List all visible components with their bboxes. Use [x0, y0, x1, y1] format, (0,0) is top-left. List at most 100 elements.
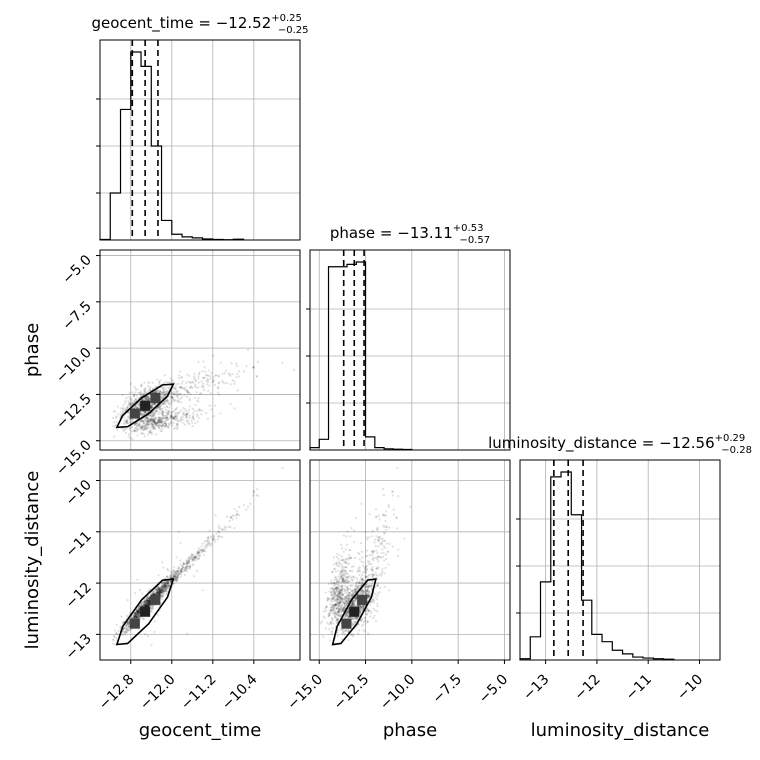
panel-frame [309, 249, 511, 451]
sample-point [355, 582, 358, 585]
sample-point [194, 378, 197, 381]
sample-point [169, 403, 172, 406]
sample-point [146, 418, 149, 421]
sample-point [180, 395, 184, 399]
sample-point [161, 413, 164, 416]
sample-point [153, 421, 156, 424]
sample-point [125, 421, 129, 424]
sample-point [172, 575, 175, 578]
sample-point [135, 394, 138, 397]
sample-point [136, 406, 139, 409]
sample-point [182, 562, 185, 566]
sample-point [164, 414, 167, 417]
x-tick-label: −7.5 [430, 672, 465, 707]
x-tick-label: −11.2 [178, 672, 220, 714]
sample-point [335, 606, 338, 609]
sample-point [168, 406, 171, 409]
sample-point [163, 416, 166, 420]
sample-point [185, 381, 188, 385]
sample-point [372, 550, 376, 553]
sample-point [144, 416, 148, 420]
sample-point [387, 589, 390, 592]
sample-point [145, 426, 148, 429]
sample-point [207, 374, 210, 377]
sample-point [340, 543, 343, 546]
sample-point [183, 569, 187, 573]
sample-point [119, 407, 122, 410]
sample-point [162, 401, 165, 404]
sample-point [179, 419, 182, 422]
sample-point [186, 395, 189, 398]
sample-point [167, 381, 170, 384]
sample-point [134, 406, 137, 409]
sample-point [396, 466, 399, 470]
sample-point [333, 588, 336, 592]
sample-point [347, 597, 350, 601]
sample-point [153, 423, 156, 426]
sample-point [131, 438, 134, 441]
sample-point [131, 402, 134, 405]
sample-point [153, 421, 156, 424]
sample-point [161, 409, 165, 413]
sample-point [143, 425, 146, 428]
sample-point [218, 375, 221, 378]
sample-point [224, 526, 227, 529]
density-bin [349, 606, 360, 617]
sample-point [166, 418, 169, 421]
sample-point [143, 412, 146, 415]
sample-point [167, 426, 170, 430]
sample-point [111, 416, 115, 420]
sample-point [161, 396, 164, 400]
sample-point [113, 421, 116, 424]
sample-point [164, 387, 167, 390]
sample-point [143, 427, 146, 431]
sample-point [127, 435, 130, 438]
sample-point [165, 417, 168, 420]
sample-point [176, 396, 179, 400]
sample-point [380, 574, 383, 578]
sample-point [231, 379, 234, 382]
sample-point [242, 370, 245, 373]
sample-point [154, 421, 157, 424]
sample-point [366, 559, 370, 563]
sample-point [126, 406, 129, 410]
sample-point [346, 530, 349, 533]
sample-point [114, 636, 118, 640]
y-tick-label: −7.5 [59, 298, 94, 333]
sample-point [125, 627, 129, 630]
sample-point [151, 419, 154, 422]
sample-point [197, 416, 200, 419]
sample-point [327, 623, 330, 626]
sample-point [215, 532, 218, 535]
sample-point [157, 419, 160, 422]
sample-point [209, 544, 212, 548]
sample-point [221, 528, 225, 531]
sample-point [158, 380, 161, 384]
sample-point [175, 415, 178, 418]
sample-point [147, 396, 150, 399]
sample-point [143, 399, 146, 402]
sample-point [202, 553, 205, 557]
sample-point [153, 414, 156, 417]
sample-point [162, 391, 165, 394]
sample-point [183, 573, 186, 577]
sample-point [367, 632, 370, 635]
sample-point [336, 590, 339, 593]
sample-point [382, 555, 385, 558]
sample-point [214, 383, 217, 386]
sample-point [163, 402, 166, 406]
sample-point [179, 559, 182, 562]
sample-point [368, 513, 371, 516]
sample-point [126, 405, 129, 408]
sample-point [340, 576, 343, 579]
sample-point [124, 408, 128, 412]
sample-point [161, 412, 164, 416]
sample-point [131, 426, 134, 429]
sample-point [227, 372, 230, 375]
sample-point [139, 420, 142, 424]
x-axis-label: phase [383, 720, 437, 741]
sample-point [174, 411, 177, 415]
sample-point [193, 396, 196, 399]
sample-point [124, 407, 127, 410]
